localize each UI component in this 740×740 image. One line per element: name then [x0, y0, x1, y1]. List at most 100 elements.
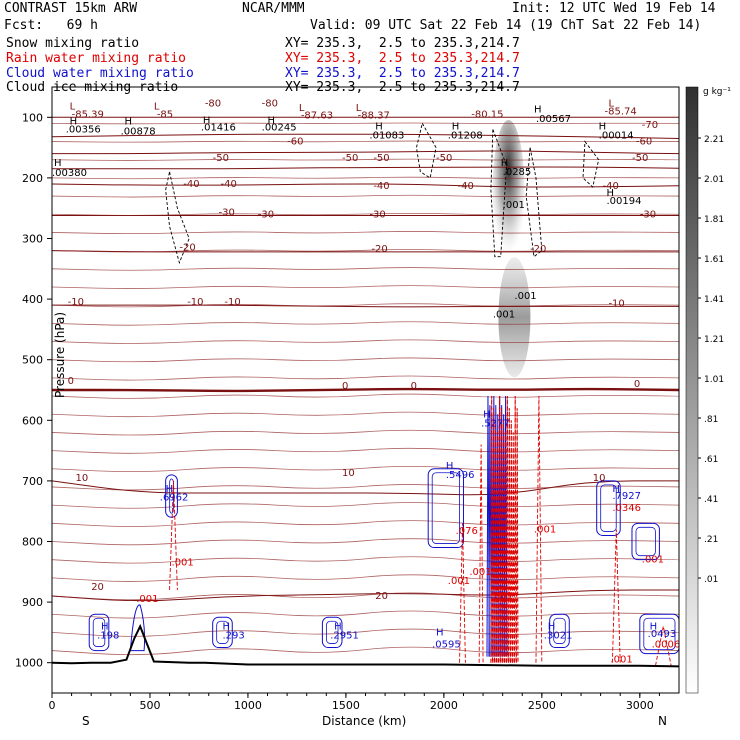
x-axis: 0 500 1000 1500 2000 2500 3000	[49, 693, 660, 712]
cloud-water-contour	[129, 604, 146, 652]
contour-label: 10	[342, 468, 355, 479]
contour-label: -20	[530, 244, 546, 255]
contour-label: -85	[157, 109, 173, 120]
contour-label: .01083	[369, 131, 404, 142]
temperature-contour-minor	[52, 285, 679, 289]
cloud-water-contour	[631, 522, 660, 561]
contour-label: -50	[342, 153, 358, 164]
temperature-contour	[52, 150, 679, 155]
colorbar-tick-label: .81	[704, 415, 718, 425]
temperature-contour-minor	[52, 393, 679, 399]
contour-label: -70	[642, 120, 658, 131]
contour-label: .0493	[648, 629, 677, 640]
contour-label: H	[166, 484, 174, 495]
contour-label: -30	[258, 209, 274, 220]
contour-label: L	[356, 103, 362, 114]
contour-label: 10	[76, 473, 89, 484]
rain-water-contour-outer	[478, 444, 484, 663]
temperature-contour-minor	[52, 194, 679, 198]
contour-label: H	[375, 121, 383, 132]
rain-water-contour	[494, 420, 497, 663]
cloud-water-contour	[639, 613, 679, 655]
contour-label: -60	[636, 137, 652, 148]
contour-label: .00567	[536, 114, 571, 125]
temperature-contour-minor	[52, 628, 679, 637]
x-tick-label: 0	[49, 699, 56, 712]
temperature-contour	[52, 480, 679, 496]
cloud-ice-contour	[525, 147, 543, 258]
contour-label: -87.63	[301, 111, 333, 122]
y-tick-label: 100	[22, 111, 43, 124]
contour-label: H	[548, 621, 556, 632]
contour-label: L	[154, 101, 160, 112]
x-tick-label: 1500	[332, 699, 360, 712]
contour-label: -80.15	[471, 109, 503, 120]
colorbar-tick-label: 1.21	[704, 335, 724, 345]
contour-label: .001	[503, 200, 525, 211]
cloud-water-contour	[596, 480, 621, 536]
contour-label: .3021	[544, 630, 573, 641]
contour-label: H	[222, 621, 230, 632]
contour-label: .198	[97, 630, 119, 641]
south-label: S	[82, 714, 90, 728]
colorbar-tick-label: 2.01	[704, 175, 724, 185]
y-tick-label: 400	[22, 293, 43, 306]
colorbar-tick-label: .41	[704, 495, 718, 505]
contour-label: L	[608, 98, 614, 109]
cloud-water-contour	[165, 474, 178, 518]
contour-label: .076	[456, 526, 478, 537]
snow-plume-upper	[492, 120, 525, 261]
contour-label: H	[534, 104, 542, 115]
temperature-contour	[52, 589, 679, 602]
contour-label: .001	[469, 567, 491, 578]
north-label: N	[658, 714, 667, 728]
contour-label: .0285	[503, 167, 532, 178]
contour-label: H	[599, 121, 607, 132]
temperature-contour-minor	[52, 321, 679, 326]
contour-label: -85.39	[72, 109, 104, 120]
contour-label: H	[452, 121, 460, 132]
rain-water-contour-outer	[169, 480, 178, 590]
contour-label: H	[70, 117, 78, 128]
temperature-contour-minor	[52, 176, 679, 180]
contour-label: .001	[448, 576, 470, 587]
contour-label: .001	[610, 655, 632, 666]
cloud-water-contour-inner	[431, 472, 460, 544]
temperature-contour-minor	[52, 574, 679, 582]
rain-water-contour	[490, 396, 494, 663]
contour-label: H	[203, 115, 211, 126]
contour-label: -20	[371, 244, 387, 255]
temperature-contours	[52, 116, 679, 656]
colorbar-tick-label: 1.81	[704, 215, 724, 225]
rain-water-contour	[504, 432, 507, 663]
contour-label: H	[268, 115, 276, 126]
contour-label: .6962	[160, 492, 189, 503]
rain-water-contour	[509, 420, 513, 663]
temperature-contour	[52, 304, 679, 308]
rain-water-contour	[507, 408, 511, 663]
y-tick-label: 1000	[15, 657, 43, 670]
contour-label: L	[299, 103, 305, 114]
temperature-contour-minor	[52, 646, 679, 656]
temperature-contour-minor	[52, 465, 679, 473]
y-tick-label: 500	[22, 354, 43, 367]
init-time: Init: 12 UTC Wed 19 Feb 14	[512, 1, 716, 16]
contour-label: .5277	[481, 418, 510, 429]
contour-label: H	[446, 461, 454, 472]
y-tick-label: 200	[22, 172, 43, 185]
y-axis: 100 200 300 400 500 600 700 800 900 1000	[15, 111, 52, 670]
cloud-ice-contours	[165, 122, 600, 265]
contour-label: 0	[411, 381, 417, 392]
contour-label: -40	[458, 181, 474, 192]
contour-labels: L-85.39L-85-80 -80 L-87.63L-88.37 -80.15 H.0…	[52, 98, 680, 665]
temperature-contour-minor	[52, 411, 679, 418]
model-title: CONTRAST 15km ARW	[4, 1, 138, 16]
contour-label: -10	[187, 297, 203, 308]
rain-water-contour	[492, 408, 495, 663]
cloud-water-contour-inner	[92, 617, 106, 647]
contour-label: -88.37	[358, 111, 390, 122]
cloud-ice-contour	[490, 129, 508, 258]
contour-label: -10	[68, 297, 84, 308]
field-xy-cloud-water: XY= 235.3, 2.5 to 235.3,214.7	[285, 66, 520, 81]
